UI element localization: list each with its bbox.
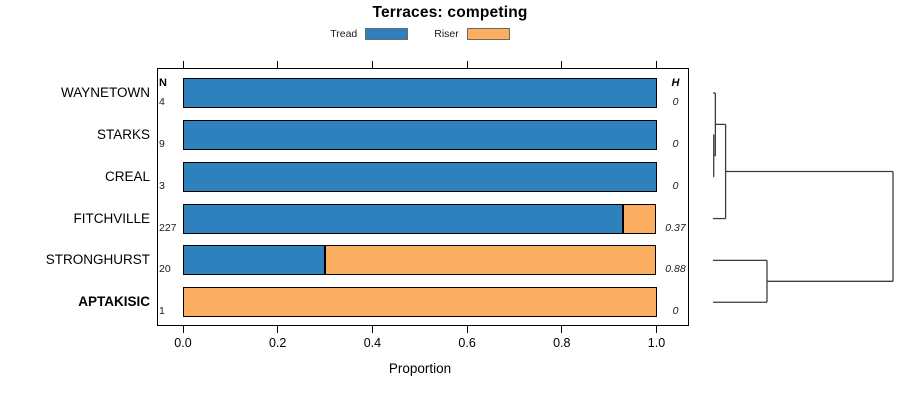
n-value: 20 xyxy=(159,263,171,276)
legend-swatch-tread xyxy=(365,28,409,40)
legend-label-riser: Riser xyxy=(434,28,459,40)
category-label: CREAL xyxy=(104,168,150,184)
axis-tick-bottom xyxy=(561,326,563,333)
h-value: 0 xyxy=(672,137,679,150)
h-value: 0.88 xyxy=(665,263,686,276)
bar-segment-tread xyxy=(183,161,657,192)
axis-tick-bottom xyxy=(182,326,184,333)
category-label: FITCHVILLE xyxy=(73,210,150,226)
h-value: 0 xyxy=(672,305,679,318)
h-value: 0 xyxy=(672,179,679,192)
x-axis-label: Proportion xyxy=(388,361,452,376)
n-value: 3 xyxy=(159,179,165,192)
chart-title: Terraces: competing xyxy=(372,4,528,21)
axis-tick-bottom xyxy=(656,326,657,333)
legend-label-tread: Tread xyxy=(330,28,358,40)
axis-tick-top xyxy=(561,61,563,68)
n-value: 1 xyxy=(159,305,165,318)
bar-segment-tread xyxy=(183,245,326,276)
category-label: STARKS xyxy=(96,126,150,142)
category-label: WAYNETOWN xyxy=(61,85,150,100)
n-value: 4 xyxy=(159,96,165,108)
axis-tick-top xyxy=(371,61,373,68)
axis-tick-top xyxy=(656,61,657,68)
bar-segment-tread xyxy=(183,78,657,108)
bar-segment-tread xyxy=(183,203,624,234)
legend-item-riser: Riser xyxy=(434,28,510,40)
bar-segment-riser xyxy=(325,245,657,276)
h-column-header: H xyxy=(671,77,680,89)
legend: Tread Riser xyxy=(0,26,840,42)
axis-tick-bottom xyxy=(277,326,279,333)
h-value: 0 xyxy=(672,96,679,108)
bar-segment-tread xyxy=(183,119,657,150)
axis-tick-label: 0.2 xyxy=(268,336,287,350)
h-value: 0.37 xyxy=(665,221,686,234)
axis-tick-top xyxy=(182,61,184,68)
axis-tick-top xyxy=(466,61,468,68)
axis-tick-bottom xyxy=(466,326,468,333)
legend-item-tread: Tread xyxy=(330,28,409,40)
axis-tick-label: 0.6 xyxy=(458,336,476,350)
axis-tick-top xyxy=(277,61,279,68)
axis-tick-label: 1.0 xyxy=(647,336,666,350)
category-label: STRONGHURST xyxy=(45,252,150,268)
axis-tick-label: 0.4 xyxy=(363,336,382,350)
plot-box xyxy=(157,68,689,326)
legend-swatch-riser xyxy=(466,28,510,40)
n-column-header: N xyxy=(159,77,167,89)
n-value: 9 xyxy=(159,137,165,150)
bar-segment-riser xyxy=(623,203,657,234)
axis-tick-label: 0.0 xyxy=(174,336,192,350)
n-value: 227 xyxy=(159,221,177,234)
bar-segment-riser xyxy=(183,287,657,318)
axis-tick-label: 0.8 xyxy=(553,336,571,350)
axis-tick-bottom xyxy=(371,326,373,333)
category-label: APTAKISIC xyxy=(78,294,150,310)
